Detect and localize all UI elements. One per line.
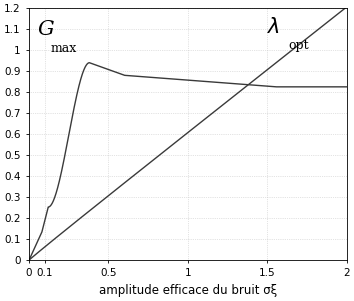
X-axis label: amplitude efficace du bruit σξ: amplitude efficace du bruit σξ <box>99 284 277 297</box>
Text: max: max <box>51 42 77 55</box>
Text: $\lambda$: $\lambda$ <box>267 17 280 37</box>
Text: G: G <box>38 20 55 39</box>
Text: opt: opt <box>289 39 309 52</box>
